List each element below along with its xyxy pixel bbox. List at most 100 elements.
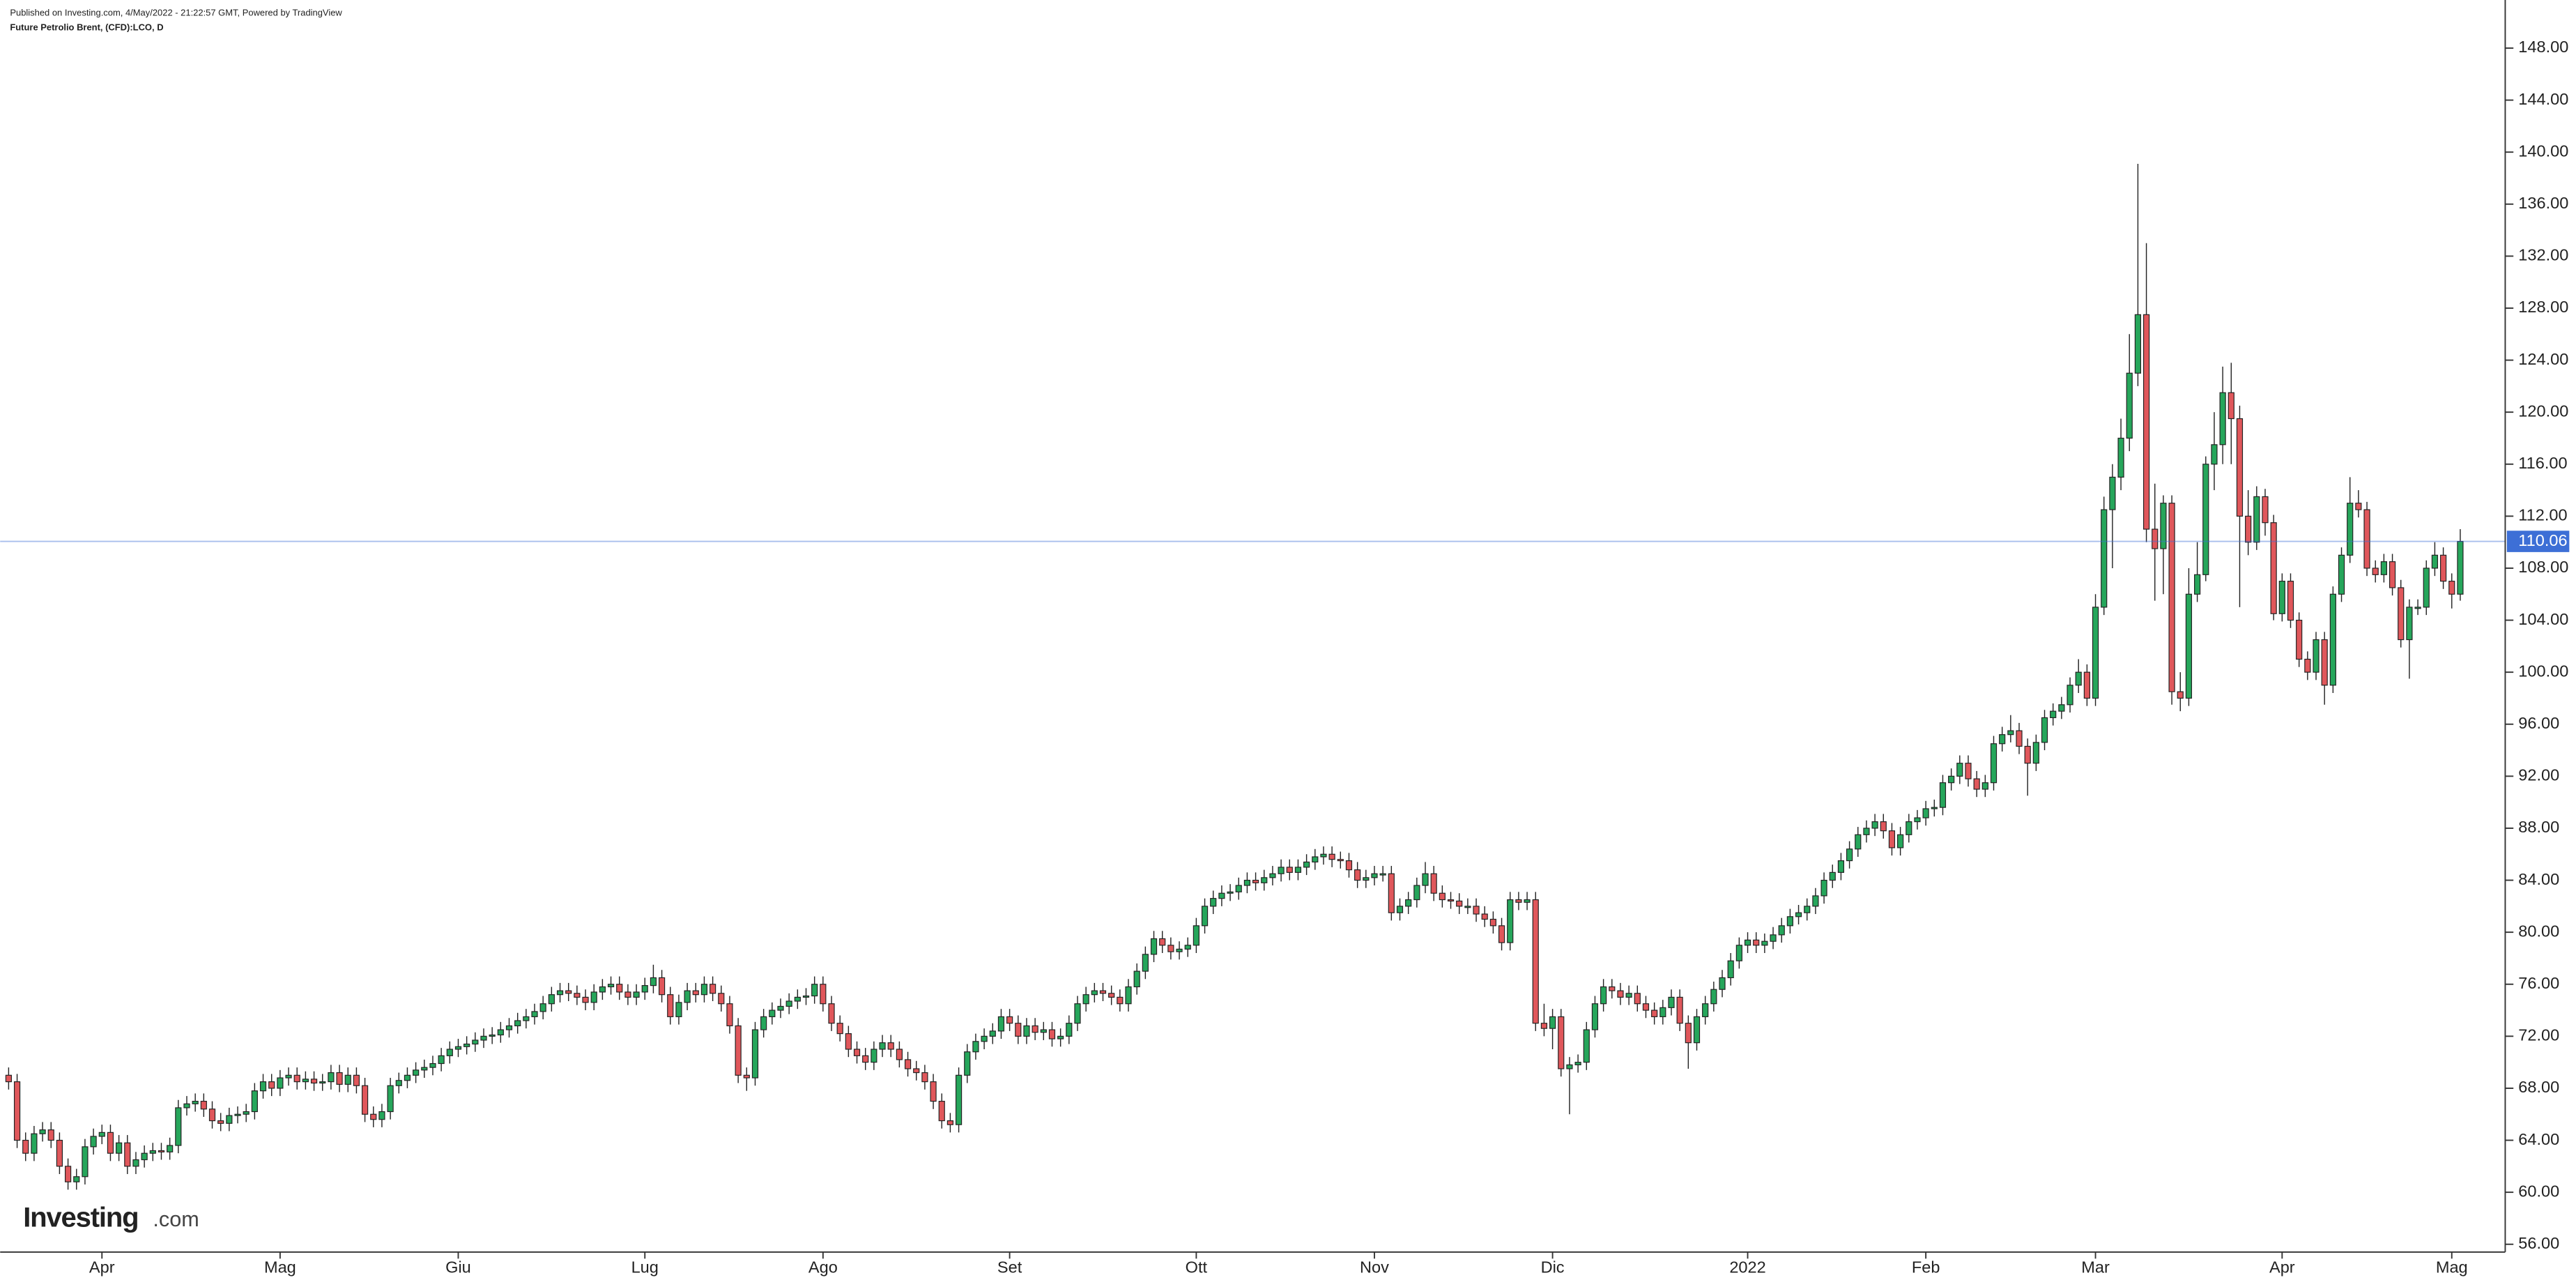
candle-body — [293, 1074, 300, 1083]
candle-body — [2304, 658, 2311, 673]
candle-body — [1473, 906, 1480, 915]
candle-body — [2152, 528, 2159, 549]
candle-body — [836, 1023, 843, 1035]
candle-body — [913, 1068, 920, 1074]
candle-body — [1888, 830, 1896, 848]
candle-body — [497, 1029, 504, 1036]
candle-body — [2219, 392, 2226, 445]
x-tick-label: Lug — [631, 1258, 659, 1277]
y-tick-label: 128.00 — [2518, 298, 2568, 316]
y-tick-label: 88.00 — [2518, 818, 2559, 836]
candle-body — [1243, 879, 1251, 886]
candle-body — [879, 1042, 886, 1050]
candle-body — [1481, 913, 1488, 920]
candle-body — [505, 1025, 513, 1030]
candle-body — [1625, 993, 1632, 998]
candle-body — [1727, 960, 1734, 979]
candle-body — [1430, 873, 1437, 894]
candle-body — [1685, 1023, 1692, 1044]
candle-body — [1778, 925, 1785, 936]
candle-body — [548, 994, 555, 1005]
candle-body — [769, 1009, 776, 1017]
candle-body — [539, 1003, 546, 1012]
candle-body — [1091, 990, 1098, 996]
last-price-badge — [2506, 531, 2570, 552]
candle-body — [1032, 1025, 1038, 1033]
candle-body — [1634, 993, 1641, 1005]
last-price-label: 110.06 — [2518, 531, 2567, 549]
candle-body — [1422, 873, 1429, 886]
candle-body — [710, 984, 716, 994]
candle-body — [820, 984, 827, 1005]
candle-body — [2278, 581, 2285, 614]
candle-body — [2372, 567, 2379, 575]
candle-body — [31, 1133, 38, 1154]
candle-body — [336, 1072, 343, 1085]
candle-body — [259, 1081, 267, 1092]
candle-body — [1439, 892, 1446, 901]
candle-body — [1150, 938, 1158, 955]
candle-body — [302, 1079, 309, 1083]
candle-body — [446, 1049, 453, 1056]
candle-body — [921, 1072, 928, 1083]
candle-body — [132, 1159, 139, 1167]
candle-body — [5, 1074, 12, 1083]
candle-body — [489, 1034, 496, 1037]
candle-body — [208, 1108, 216, 1122]
candle-body — [1286, 867, 1293, 873]
candle-body — [1303, 861, 1310, 868]
x-tick-label: Apr — [2269, 1258, 2295, 1277]
candle-body — [938, 1101, 945, 1122]
candle-body — [2101, 509, 2108, 608]
candle-body — [1719, 977, 1726, 990]
candle-body — [1583, 1029, 1590, 1063]
x-tick-label: 2022 — [1729, 1258, 1765, 1277]
candle-body — [2126, 372, 2133, 439]
candle-body — [1464, 906, 1471, 908]
candle-body — [523, 1016, 530, 1021]
candle-body — [1447, 899, 1455, 902]
candle-body — [2177, 691, 2184, 699]
candle-body — [2016, 730, 2023, 747]
candle-body — [1048, 1029, 1056, 1039]
candle-body — [2041, 717, 2048, 743]
candle-body — [1914, 817, 1921, 823]
candle-body — [1744, 939, 1751, 946]
candle-body — [692, 990, 699, 996]
candle-body — [1184, 945, 1191, 950]
candle-body — [1863, 828, 1870, 835]
candle-body — [785, 1000, 792, 1007]
y-tick-label: 84.00 — [2518, 870, 2559, 888]
candle-body — [1167, 945, 1174, 952]
candle-body — [1906, 821, 1912, 835]
candle-body — [2355, 503, 2362, 510]
candle-body — [2194, 574, 2201, 595]
candle-body — [2338, 554, 2345, 595]
candle-body — [1269, 873, 1276, 878]
candle-body — [1125, 986, 1132, 1005]
candle-body — [1753, 939, 1760, 946]
candle-body — [2398, 587, 2405, 641]
candle-body — [13, 1081, 21, 1141]
candle-body — [828, 1003, 835, 1024]
y-tick-label: 96.00 — [2518, 714, 2559, 732]
candle-body — [1524, 899, 1531, 903]
candle-body — [1981, 782, 1988, 790]
candle-body — [1142, 954, 1149, 972]
candle-body — [1066, 1023, 1073, 1037]
candle-body — [2075, 671, 2082, 686]
candle-body — [2423, 567, 2430, 608]
y-tick-label: 144.00 — [2518, 90, 2568, 108]
x-tick-label: Set — [997, 1258, 1022, 1277]
candle-body — [1363, 877, 1370, 881]
candle-body — [167, 1145, 174, 1152]
y-tick-label: 92.00 — [2518, 766, 2559, 784]
candle-body — [955, 1074, 963, 1125]
candle-body — [641, 985, 648, 993]
candle-body — [1990, 743, 1998, 784]
candle-body — [141, 1152, 148, 1161]
candle-body — [1574, 1062, 1581, 1065]
candle-body — [997, 1016, 1005, 1032]
candle-body — [1074, 1003, 1081, 1024]
candle-body — [328, 1072, 335, 1083]
